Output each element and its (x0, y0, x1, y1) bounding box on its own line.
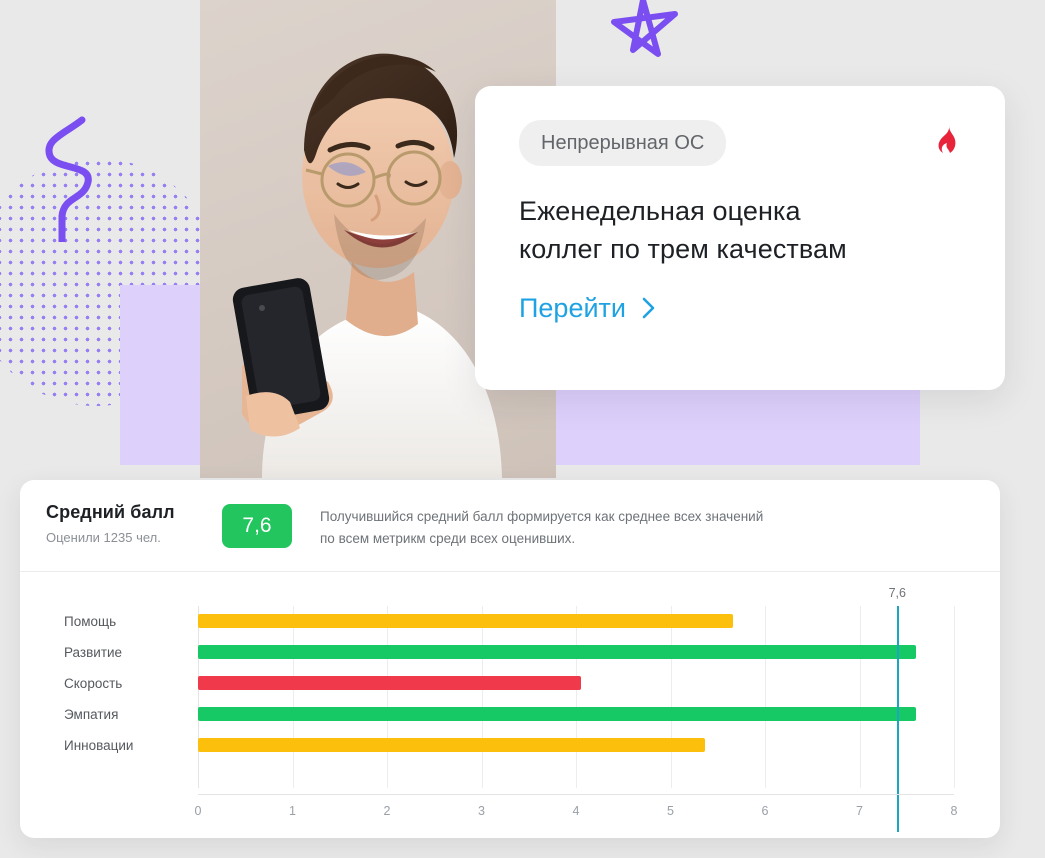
chart-x-tick: 2 (383, 803, 391, 818)
chart-plot-area: 7,6 (198, 586, 955, 832)
score-title-block: Средний балл Оценили 1235 чел. (46, 502, 216, 545)
chart-category-label: Эмпатия (64, 706, 119, 722)
chart-x-tick: 6 (761, 803, 769, 818)
go-link[interactable]: Перейти (519, 293, 655, 324)
chart-x-tick: 7 (856, 803, 863, 818)
chart-x-tick: 5 (667, 803, 674, 818)
chart-x-axis: 0 1 2 3 4 5 6 7 8 (194, 793, 957, 824)
chart-bar-row[interactable] (198, 668, 954, 699)
chart-category-label: Скорость (64, 675, 123, 691)
heading-line-1: Еженедельная оценка (519, 196, 801, 226)
chart-x-tick: 8 (950, 803, 958, 818)
chart-bar[interactable] (198, 645, 917, 660)
chart-category-label: Инновации (64, 737, 134, 753)
chart-gridline (954, 605, 955, 788)
flame-icon (938, 125, 956, 153)
chart-bar[interactable] (198, 676, 581, 691)
description-line-2: по всем метрикм среди всех оценивших. (320, 531, 576, 547)
description-line-1: Получившийся средний балл формируется ка… (320, 509, 764, 524)
raters-count: Оценили 1235 чел. (46, 530, 161, 545)
chart-x-tick: 1 (289, 803, 296, 818)
star-decoration (611, 0, 678, 57)
chart-category-label: Помощь (64, 613, 117, 629)
chart-gridlines (198, 605, 955, 788)
chart-x-tick: 0 (194, 803, 202, 818)
chart-bar-row[interactable] (198, 730, 954, 761)
heading-line-2: коллег по трем качествам (519, 234, 847, 265)
chart-x-tick: 3 (478, 803, 485, 818)
info-card-heading: Еженедельная оценка коллег по трем качес… (519, 192, 961, 269)
metrics-chart: Помощь Развитие Скорость Эмпатия Инновации 7… (20, 572, 1000, 838)
chart-gridline (765, 605, 766, 788)
chart-x-tick: 4 (572, 803, 580, 818)
chart-bars (198, 606, 954, 788)
chart-bar[interactable] (198, 707, 917, 722)
average-marker-line (897, 605, 900, 832)
chart-bar-row[interactable] (198, 699, 954, 730)
score-value-badge: 7,6 (222, 504, 292, 548)
score-summary-header: Средний балл Оценили 1235 чел. 7,6 Получ… (20, 480, 1000, 572)
chart-gridline (387, 605, 388, 788)
axis-line (198, 793, 954, 795)
chart-gridline (576, 605, 577, 788)
squiggle-decoration (45, 116, 92, 242)
chart-bar-row[interactable] (198, 606, 954, 637)
feedback-info-card[interactable]: Непрерывная ОС Еженедельная оценка колле… (475, 86, 1005, 390)
chevron-right-icon (642, 297, 655, 319)
chart-category-labels: Помощь Развитие Скорость Эмпатия Инновации (64, 606, 194, 761)
chart-gridline (481, 605, 483, 788)
chart-gridline (198, 605, 199, 788)
chart-gridline (292, 605, 294, 788)
chart-bar[interactable] (198, 738, 706, 753)
score-description: Получившийся средний балл формируется ка… (320, 506, 763, 551)
chart-gridline (859, 605, 861, 788)
chart-bar-row[interactable] (198, 637, 954, 668)
chart-category-label: Развитие (64, 644, 123, 660)
chart-bar[interactable] (198, 614, 733, 629)
page-title: Средний балл (46, 502, 175, 522)
average-marker-label: 7,6 (888, 585, 906, 600)
status-badge: Непрерывная ОС (519, 120, 727, 166)
average-score-card[interactable]: Средний балл Оценили 1235 чел. 7,6 Получ… (20, 480, 1000, 838)
go-link-label: Перейти (519, 292, 626, 323)
chart-gridline (670, 605, 672, 788)
photo-illustration (232, 53, 502, 478)
info-card-header: Непрерывная ОС (519, 120, 961, 166)
